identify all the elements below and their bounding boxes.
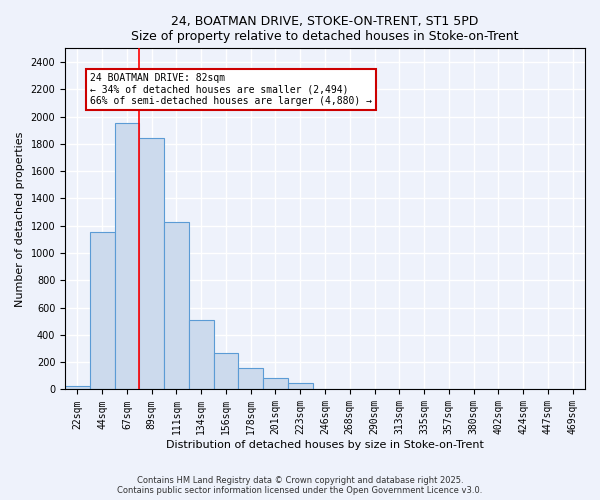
Bar xyxy=(189,320,214,390)
Y-axis label: Number of detached properties: Number of detached properties xyxy=(15,131,25,306)
Bar xyxy=(288,384,313,390)
Text: Contains HM Land Registry data © Crown copyright and database right 2025.
Contai: Contains HM Land Registry data © Crown c… xyxy=(118,476,482,495)
Bar xyxy=(263,378,288,390)
Text: 24 BOATMAN DRIVE: 82sqm
← 34% of detached houses are smaller (2,494)
66% of semi: 24 BOATMAN DRIVE: 82sqm ← 34% of detache… xyxy=(90,73,372,106)
Bar xyxy=(115,124,139,390)
X-axis label: Distribution of detached houses by size in Stoke-on-Trent: Distribution of detached houses by size … xyxy=(166,440,484,450)
Title: 24, BOATMAN DRIVE, STOKE-ON-TRENT, ST1 5PD
Size of property relative to detached: 24, BOATMAN DRIVE, STOKE-ON-TRENT, ST1 5… xyxy=(131,15,519,43)
Bar xyxy=(238,368,263,390)
Bar xyxy=(214,352,238,390)
Bar xyxy=(90,232,115,390)
Bar xyxy=(164,222,189,390)
Bar xyxy=(139,138,164,390)
Bar xyxy=(65,386,90,390)
